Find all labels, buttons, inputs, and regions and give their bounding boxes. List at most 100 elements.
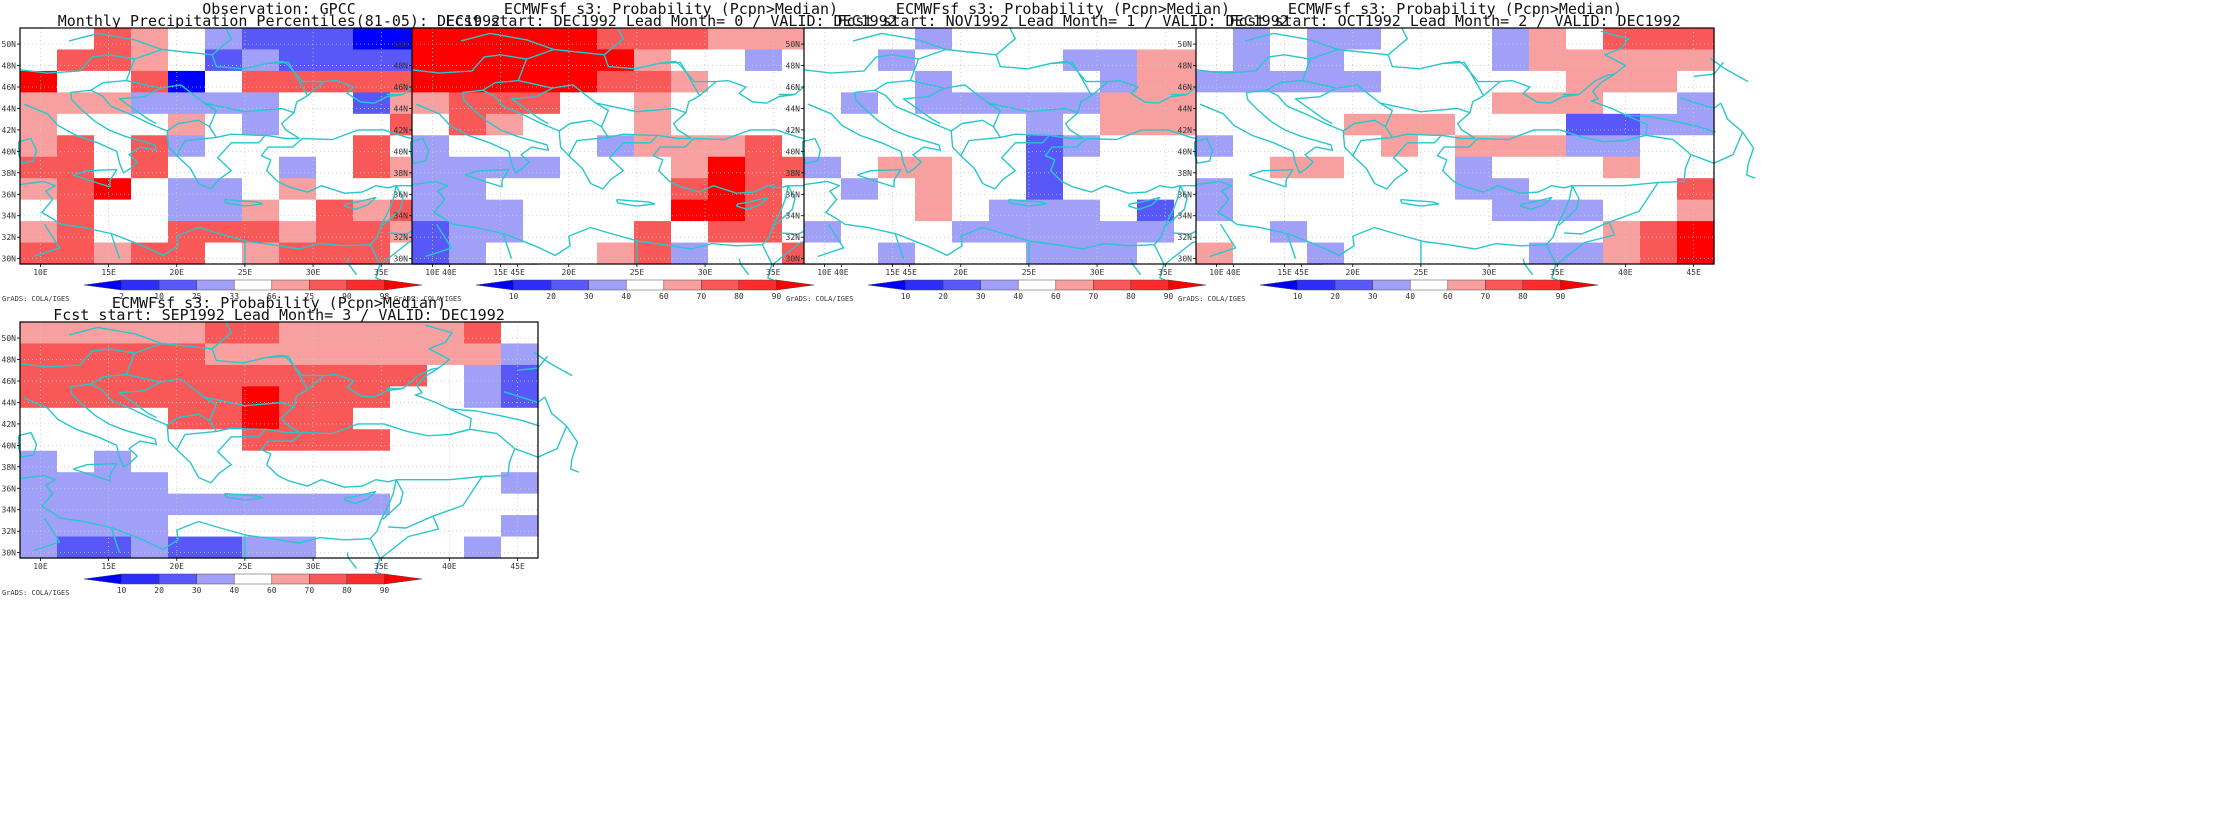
- grid-cell: [1233, 178, 1271, 201]
- grid-cell: [1603, 70, 1641, 93]
- grid-cell: [501, 493, 539, 516]
- grid-cell: [412, 242, 450, 265]
- grid-cell: [634, 49, 672, 72]
- grid-cell: [464, 536, 502, 559]
- colorbar-label: 90: [1164, 292, 1174, 301]
- grid-cell: [316, 536, 354, 559]
- grid-cell: [1100, 135, 1138, 158]
- grid-cell: [94, 28, 132, 51]
- grid-cell: [1233, 135, 1271, 158]
- grid-cell: [952, 28, 990, 51]
- grid-cell: [20, 28, 58, 51]
- grid-cell: [915, 221, 953, 244]
- grid-cell: [1307, 199, 1345, 222]
- grid-cell: [279, 156, 317, 179]
- colorbar-label: 80: [1126, 292, 1136, 301]
- lon-tick-label: 45E: [902, 268, 917, 277]
- lon-tick-label: 25E: [238, 562, 253, 571]
- grid-cell: [989, 113, 1027, 136]
- grid-cell: [1381, 156, 1419, 179]
- grid-cell: [560, 156, 598, 179]
- grads-credit: GrADS: COLA/IGES: [2, 589, 69, 597]
- grid-cell: [168, 28, 206, 51]
- grid-cell: [523, 49, 561, 72]
- grid-cell: [1418, 135, 1456, 158]
- grid-cell: [205, 450, 243, 473]
- grid-cell: [1381, 199, 1419, 222]
- grid-cell: [597, 92, 635, 115]
- lon-tick-label: 25E: [1022, 268, 1037, 277]
- grid-cell: [131, 364, 169, 387]
- grid-cell: [353, 407, 391, 430]
- colorbar-label: 75: [305, 292, 315, 301]
- grid-cell: [279, 135, 317, 158]
- grid-cell: [1026, 156, 1064, 179]
- grid-cell: [279, 199, 317, 222]
- grid-cell: [1063, 135, 1101, 158]
- lat-tick-label: 42N: [2, 420, 17, 429]
- panel-title: ECMWFsf s3: Probability (Pcpn>Median): [504, 0, 838, 18]
- grid-cell: [1063, 92, 1101, 115]
- grid-cell: [1100, 113, 1138, 136]
- grid-cell: [745, 156, 783, 179]
- grid-cell: [1196, 49, 1234, 72]
- grid-cell: [279, 221, 317, 244]
- grid-cell: [279, 493, 317, 516]
- lat-tick-label: 36N: [2, 190, 17, 199]
- grid-cell: [804, 49, 842, 72]
- panel-subtitle: Fcst start: SEP1992 Lead Month= 3 / VALI…: [53, 306, 505, 324]
- grid-cell: [390, 472, 428, 495]
- grid-cell: [1063, 49, 1101, 72]
- grid-cell: [94, 322, 132, 345]
- grid-cell: [1233, 199, 1271, 222]
- grid-cell: [1640, 135, 1678, 158]
- grid-cell: [1344, 113, 1382, 136]
- grid-cell: [1455, 242, 1493, 265]
- grid-cell: [634, 221, 672, 244]
- grid-cell: [804, 70, 842, 93]
- grid-cell: [279, 70, 317, 93]
- grid-cell: [1381, 49, 1419, 72]
- colorbar-label: 30: [192, 586, 202, 595]
- lon-tick-label: 45E: [1686, 268, 1701, 277]
- grid-cell: [353, 113, 391, 136]
- lon-tick-label: 45E: [1294, 268, 1309, 277]
- coastlines: [409, 27, 972, 281]
- grid-cell: [57, 221, 95, 244]
- lon-tick-label: 35E: [1550, 268, 1565, 277]
- grid-cell: [390, 407, 428, 430]
- grid-cell: [205, 386, 243, 409]
- grid-cell: [634, 156, 672, 179]
- grid-cell: [316, 515, 354, 538]
- grid-cell: [57, 407, 95, 430]
- map-frame: [1195, 27, 1715, 265]
- grid-cell: [804, 113, 842, 136]
- grid-cell: [412, 135, 450, 158]
- grid-cell: [427, 515, 465, 538]
- grid-cell: [464, 364, 502, 387]
- grid-cell: [1196, 242, 1234, 265]
- grid-cell: [57, 242, 95, 265]
- grid-cell: [390, 536, 428, 559]
- grid-cell: [915, 199, 953, 222]
- lon-tick-label: 25E: [630, 268, 645, 277]
- grid-cell: [952, 156, 990, 179]
- lon-tick-label: 30E: [1090, 268, 1105, 277]
- grid-cell: [242, 156, 280, 179]
- grid-cell: [464, 322, 502, 345]
- grid-cell: [989, 92, 1027, 115]
- grid-cell: [20, 135, 58, 158]
- lat-tick-label: 34N: [394, 212, 409, 221]
- lat-tick-label: 36N: [2, 484, 17, 493]
- grid-cell: [1677, 221, 1715, 244]
- grid-cell: [1640, 113, 1678, 136]
- lat-tick-label: 48N: [1178, 62, 1193, 71]
- grid-cell: [279, 322, 317, 345]
- grid-cell: [20, 450, 58, 473]
- grid-cell: [390, 343, 428, 366]
- grid-cell: [390, 386, 428, 409]
- lat-tick-label: 38N: [394, 169, 409, 178]
- grid-cell: [989, 221, 1027, 244]
- grid-cell: [1137, 135, 1175, 158]
